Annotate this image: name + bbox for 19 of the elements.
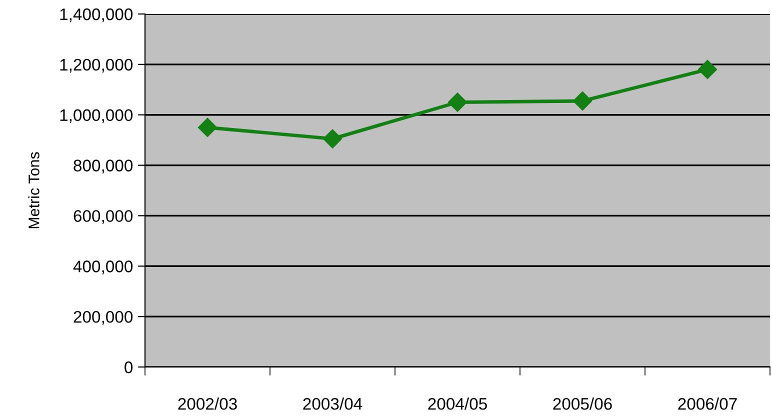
y-tick-label: 1,200,000 [60, 58, 133, 73]
x-tick-label: 2004/05 [428, 398, 487, 410]
x-tick-label: 2005/06 [553, 398, 612, 410]
x-tick-label: 2003/04 [303, 398, 362, 410]
y-tick-label: 0 [124, 361, 133, 374]
x-tick-label: 2006/07 [678, 398, 737, 410]
y-tick-label: 1,000,000 [60, 109, 133, 124]
y-tick-label: 1,400,000 [60, 8, 133, 22]
x-tick-label: 2002/03 [178, 398, 237, 410]
y-tick-label: 400,000 [73, 260, 133, 274]
point [448, 92, 468, 112]
y-tick-label: 600,000 [74, 210, 133, 224]
y-axis-title: Metric Tons [28, 152, 40, 228]
point [698, 60, 718, 80]
point [322, 129, 342, 148]
point [572, 91, 592, 111]
y-tick-label: 800,000 [74, 160, 133, 174]
point [198, 118, 218, 137]
y-tick-label: 200,000 [74, 310, 133, 325]
